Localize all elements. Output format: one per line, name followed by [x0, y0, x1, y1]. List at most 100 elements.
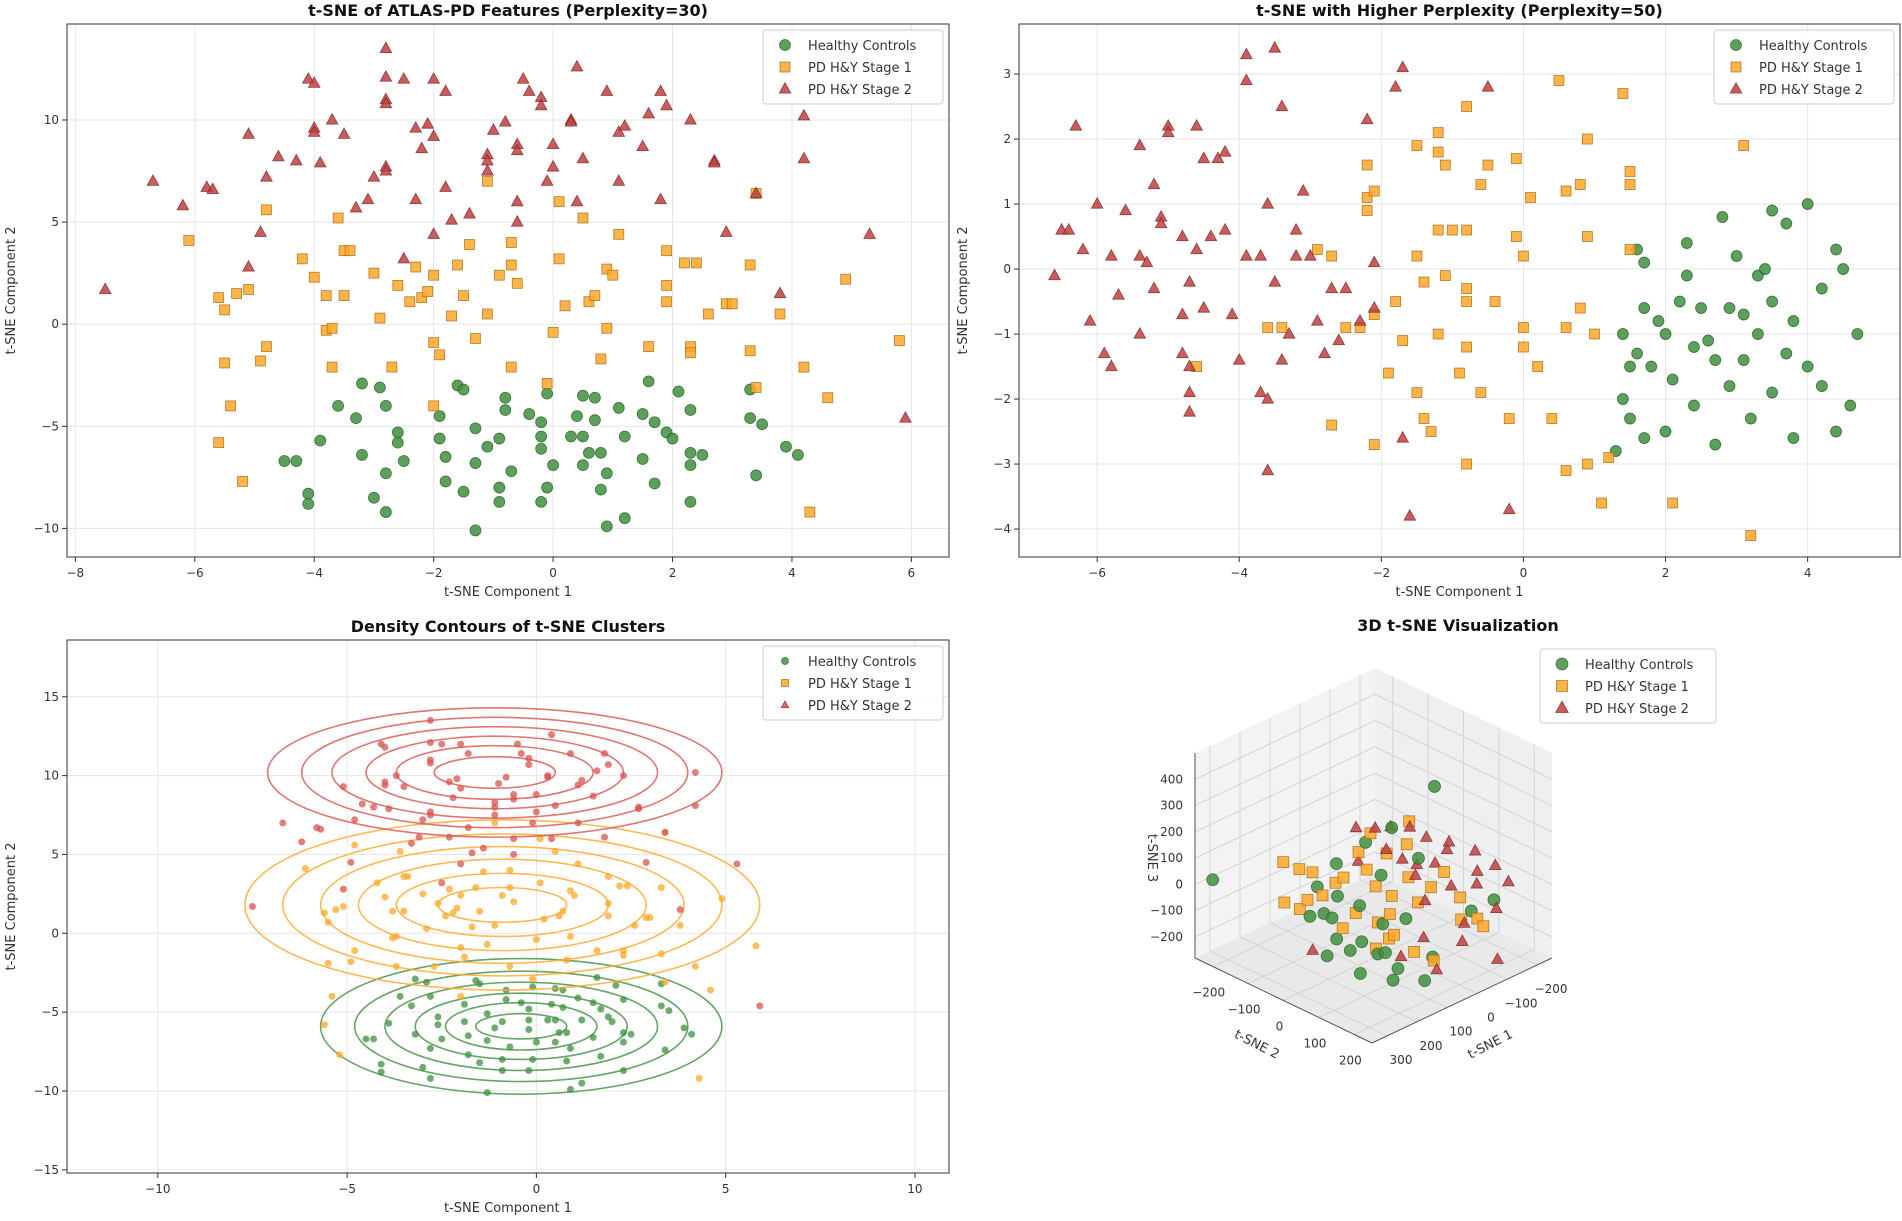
- data-point-pd-hy-stage-2: [445, 778, 453, 786]
- data-point-healthy-controls: [684, 446, 697, 459]
- data-point-pd-hy-stage-1: [1454, 367, 1465, 379]
- data-point-pd-hy-stage-2: [1147, 281, 1161, 294]
- data-point-healthy-controls: [1723, 380, 1736, 392]
- data-point-pd-hy-stage-1: [476, 907, 484, 915]
- data-point-pd-hy-stage-1: [1326, 250, 1338, 262]
- data-point-pd-hy-stage-2: [1289, 222, 1303, 235]
- data-point-healthy-controls: [379, 506, 392, 518]
- data-point-pd-hy-stage-1: [483, 940, 491, 948]
- gridline-3d: [1194, 693, 1376, 780]
- x-tick-label: −6: [1088, 566, 1106, 580]
- data-point-pd-hy-stage-2: [1367, 255, 1381, 268]
- data-point-pd-hy-stage-1: [750, 382, 762, 393]
- data-point-pd-hy-stage-1: [336, 1051, 344, 1059]
- data-point-pd-hy-stage-1: [324, 918, 332, 926]
- data-point-pd-hy-stage-2: [427, 71, 441, 84]
- data-point-pd-hy-stage-2: [1175, 346, 1189, 359]
- data-point-healthy-controls: [684, 495, 697, 508]
- legend-label-pd-hy-stage-2: PD H&Y Stage 2: [808, 699, 912, 714]
- data-point-healthy-controls: [1815, 380, 1828, 392]
- data-point-healthy-controls: [563, 1029, 571, 1037]
- x-tick-label: −5: [338, 1182, 356, 1196]
- density-contour-pd-hy-stage-1: [244, 818, 761, 991]
- data-point-healthy-controls: [1331, 889, 1344, 903]
- data-point-pd-hy-stage-2: [1417, 930, 1431, 943]
- data-point-pd-hy-stage-2: [578, 776, 586, 784]
- data-point-healthy-controls: [1617, 393, 1629, 405]
- data-point-pd-hy-stage-1: [324, 959, 332, 967]
- data-point-healthy-controls: [525, 1067, 533, 1074]
- data-point-healthy-controls: [657, 1002, 665, 1010]
- legend-marker-pd-hy-stage-1: [779, 61, 791, 73]
- data-point-healthy-controls: [541, 387, 554, 400]
- legend-marker-pd-hy-stage-1: [781, 679, 789, 687]
- data-point-healthy-controls: [491, 1024, 499, 1032]
- y-tick-label: −5: [41, 1005, 59, 1019]
- data-point-pd-hy-stage-1: [774, 308, 786, 320]
- data-point-pd-hy-stage-2: [548, 835, 556, 843]
- y-tick-label: 5: [51, 215, 59, 229]
- data-point-healthy-controls: [332, 399, 345, 412]
- data-point-pd-hy-stage-1: [434, 899, 442, 907]
- data-point-healthy-controls: [374, 381, 386, 394]
- data-point-pd-hy-stage-2: [1268, 274, 1282, 287]
- density-contour-pd-hy-stage-2: [300, 716, 689, 829]
- data-point-healthy-controls: [457, 485, 470, 498]
- data-point-pd-hy-stage-2: [600, 84, 614, 96]
- data-point-pd-hy-stage-2: [254, 225, 267, 237]
- data-point-healthy-controls: [1638, 256, 1651, 269]
- axis-line-tsne1: [1371, 957, 1553, 1044]
- data-point-healthy-controls: [314, 434, 327, 447]
- data-point-pd-hy-stage-2: [307, 125, 321, 137]
- data-point-pd-hy-stage-2: [773, 286, 787, 299]
- data-point-pd-hy-stage-1: [183, 235, 195, 246]
- data-point-pd-hy-stage-2: [522, 84, 536, 96]
- data-point-pd-hy-stage-1: [1589, 328, 1600, 340]
- data-point-pd-hy-stage-1: [351, 841, 359, 849]
- data-point-healthy-controls: [1844, 399, 1857, 412]
- data-point-pd-hy-stage-1: [661, 245, 672, 257]
- data-point-pd-hy-stage-2: [1104, 248, 1118, 261]
- data-point-pd-hy-stage-1: [1596, 497, 1607, 509]
- data-point-healthy-controls: [1374, 868, 1388, 882]
- data-point-healthy-controls: [469, 457, 482, 469]
- legend-marker-healthy-controls: [1555, 657, 1569, 671]
- data-point-pd-hy-stage-2: [513, 740, 521, 748]
- data-point-pd-hy-stage-2: [445, 833, 453, 841]
- data-point-healthy-controls: [1716, 211, 1729, 223]
- data-point-pd-hy-stage-2: [797, 151, 811, 164]
- data-point-pd-hy-stage-2: [1325, 281, 1339, 294]
- data-point-pd-hy-stage-1: [607, 269, 619, 281]
- legend-label-pd-hy-stage-1: PD H&Y Stage 1: [808, 61, 912, 76]
- data-point-healthy-controls: [608, 1018, 616, 1026]
- data-point-pd-hy-stage-2: [863, 227, 877, 239]
- data-point-pd-hy-stage-2: [593, 767, 601, 775]
- data-point-healthy-controls: [1376, 917, 1390, 931]
- data-point-pd-hy-stage-1: [553, 253, 565, 265]
- data-point-healthy-controls: [642, 375, 655, 388]
- data-point-pd-hy-stage-2: [1428, 855, 1442, 868]
- data-point-pd-hy-stage-1: [1503, 413, 1515, 424]
- data-point-pd-hy-stage-2: [534, 98, 548, 111]
- data-point-healthy-controls: [1837, 263, 1850, 275]
- data-point-healthy-controls: [525, 1005, 533, 1013]
- data-point-pd-hy-stage-1: [326, 361, 338, 373]
- data-point-healthy-controls: [523, 408, 536, 420]
- data-point-pd-hy-stage-1: [1411, 140, 1423, 151]
- data-point-healthy-controls: [377, 1060, 385, 1068]
- data-point-pd-hy-stage-1: [1471, 912, 1484, 925]
- data-point-pd-hy-stage-1: [604, 899, 612, 907]
- data-point-pd-hy-stage-1: [1461, 283, 1473, 294]
- data-point-pd-hy-stage-2: [1069, 118, 1083, 131]
- data-point-healthy-controls: [1330, 857, 1343, 871]
- data-point-pd-hy-stage-1: [623, 882, 631, 890]
- data-point-pd-hy-stage-1: [1369, 880, 1382, 893]
- data-point-healthy-controls: [612, 981, 620, 989]
- chart-title: Density Contours of t-SNE Clusters: [351, 617, 666, 636]
- data-point-pd-hy-stage-2: [421, 116, 435, 129]
- data-point-pd-hy-stage-1: [458, 290, 469, 302]
- data-point-healthy-controls: [535, 416, 548, 429]
- data-point-healthy-controls: [1688, 341, 1700, 353]
- data-point-pd-hy-stage-2: [544, 773, 552, 781]
- data-point-pd-hy-stage-2: [385, 805, 393, 813]
